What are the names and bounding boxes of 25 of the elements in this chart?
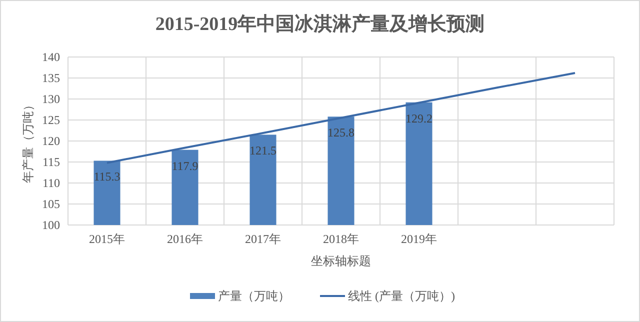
y-tick-label: 140 [42, 50, 60, 64]
data-label: 121.5 [250, 144, 276, 158]
x-tick-label: 2018年 [323, 232, 359, 246]
x-tick-label: 2016年 [167, 232, 203, 246]
y-tick-label: 110 [42, 176, 60, 190]
y-axis-title: 年产量（万吨） [21, 99, 35, 183]
x-tick-label: 2019年 [401, 232, 437, 246]
y-tick-label: 120 [42, 134, 60, 148]
x-tick-label: 2017年 [245, 232, 281, 246]
y-tick-label: 135 [42, 71, 60, 85]
y-tick-label: 130 [42, 92, 60, 106]
y-tick-label: 115 [42, 155, 60, 169]
y-tick-label: 105 [42, 197, 60, 211]
x-tick-label: 2015年 [89, 232, 125, 246]
line-series [106, 72, 576, 164]
legend-label: 线性 (产量（万吨）) [348, 289, 455, 303]
x-axis-title: 坐标轴标题 [311, 254, 371, 268]
data-label: 115.3 [94, 170, 120, 184]
y-tick-label: 125 [42, 113, 60, 127]
y-tick-label: 100 [42, 218, 60, 232]
chart-title: 2015-2019年中国冰淇淋产量及增长预测 [155, 13, 485, 35]
legend-label: 产量（万吨） [218, 289, 290, 303]
data-label: 129.2 [406, 111, 432, 126]
data-label: 117.9 [172, 158, 198, 173]
data-label: 125.8 [328, 126, 354, 140]
